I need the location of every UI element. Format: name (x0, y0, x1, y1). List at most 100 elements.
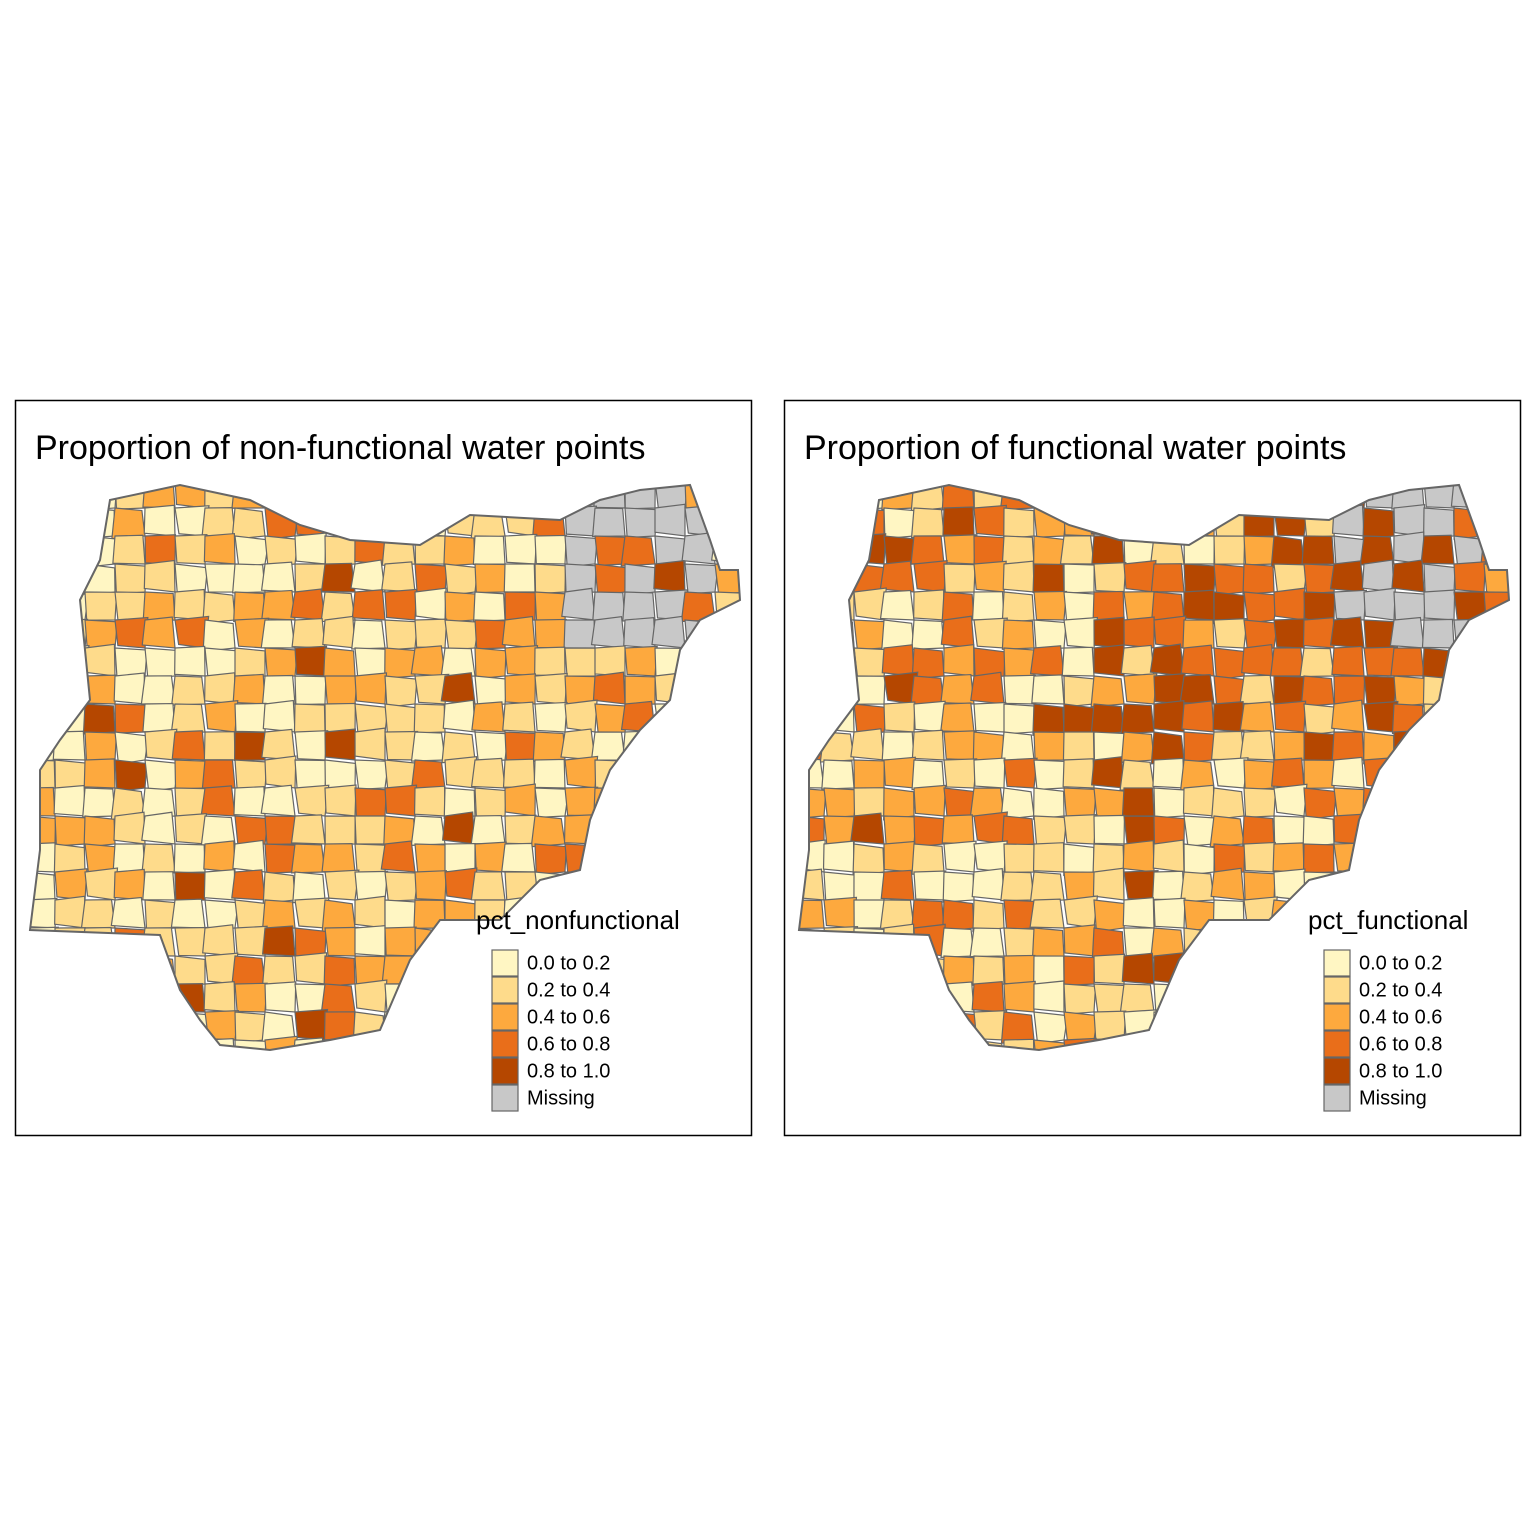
region (534, 563, 567, 595)
region (1063, 843, 1095, 877)
region (171, 730, 206, 761)
region (294, 784, 330, 817)
region (294, 730, 329, 761)
region (504, 731, 537, 763)
region (80, 899, 116, 929)
legend-title: pct_nonfunctional (476, 905, 680, 935)
region (472, 535, 506, 565)
region (1331, 699, 1365, 733)
region (1302, 815, 1335, 848)
region (264, 755, 297, 789)
region (823, 787, 859, 819)
region (414, 587, 447, 621)
region (1152, 757, 1185, 789)
region (1001, 619, 1035, 650)
region (561, 587, 596, 621)
region (1329, 560, 1365, 593)
region (113, 811, 146, 845)
region (1002, 560, 1035, 593)
region (201, 507, 236, 537)
region (1363, 587, 1396, 621)
region (1153, 787, 1186, 819)
region (264, 1035, 298, 1050)
region (1331, 756, 1365, 789)
legend-swatch (491, 976, 519, 1004)
region (1183, 589, 1215, 621)
region (911, 759, 945, 791)
region (114, 731, 150, 765)
region (1391, 559, 1425, 593)
legend-label: 0.8 to 1.0 (1359, 1060, 1442, 1082)
legend-label: 0.8 to 1.0 (527, 1060, 610, 1082)
region (1243, 591, 1279, 624)
region (533, 758, 566, 789)
region (324, 702, 356, 733)
region (883, 787, 915, 821)
region (141, 616, 176, 649)
region (1299, 647, 1335, 678)
region (850, 728, 885, 761)
region (883, 815, 917, 846)
region (1093, 814, 1126, 845)
region (54, 868, 88, 901)
legend-label: 0.2 to 0.4 (1359, 979, 1442, 1001)
region (1063, 787, 1098, 818)
region (1302, 843, 1335, 874)
region (83, 643, 116, 677)
region (1033, 590, 1068, 621)
region (203, 869, 236, 901)
region (444, 563, 479, 597)
region (53, 784, 86, 817)
region (1331, 645, 1365, 677)
region (590, 615, 626, 649)
region (1093, 899, 1128, 933)
region (1003, 507, 1035, 540)
legend-swatch (1323, 1084, 1351, 1112)
legend-label: Missing (1359, 1087, 1427, 1109)
region (1300, 675, 1335, 708)
region (913, 784, 947, 817)
region (231, 955, 266, 988)
region (534, 701, 568, 733)
region (1121, 952, 1155, 985)
region (1149, 643, 1185, 677)
region (202, 924, 236, 957)
legend-label: 0.4 to 0.6 (527, 1006, 610, 1028)
legend-label: 0.0 to 0.2 (1359, 952, 1442, 974)
region (232, 839, 266, 873)
region (1061, 646, 1095, 677)
region (1152, 870, 1185, 901)
region (54, 815, 87, 847)
region (290, 843, 326, 874)
region (940, 702, 975, 733)
region (384, 675, 418, 708)
region (1242, 563, 1275, 595)
region (1123, 672, 1158, 705)
region (1029, 898, 1065, 929)
region (1092, 867, 1125, 901)
region (234, 759, 268, 791)
region (470, 871, 506, 901)
region (1033, 535, 1065, 569)
region (204, 700, 239, 733)
region (202, 619, 236, 653)
region (262, 699, 296, 733)
region (970, 671, 1005, 705)
region (474, 563, 507, 594)
region (1270, 647, 1305, 677)
region (54, 895, 86, 929)
region (170, 898, 206, 929)
region (231, 869, 266, 901)
region (940, 673, 975, 705)
region (1003, 843, 1036, 874)
region (850, 812, 885, 845)
region (174, 955, 206, 989)
region (1239, 674, 1275, 705)
region (290, 588, 326, 621)
region (973, 560, 1007, 593)
region (294, 645, 328, 677)
region (1063, 616, 1099, 649)
region (502, 701, 536, 733)
region (940, 615, 975, 649)
region (564, 535, 598, 568)
